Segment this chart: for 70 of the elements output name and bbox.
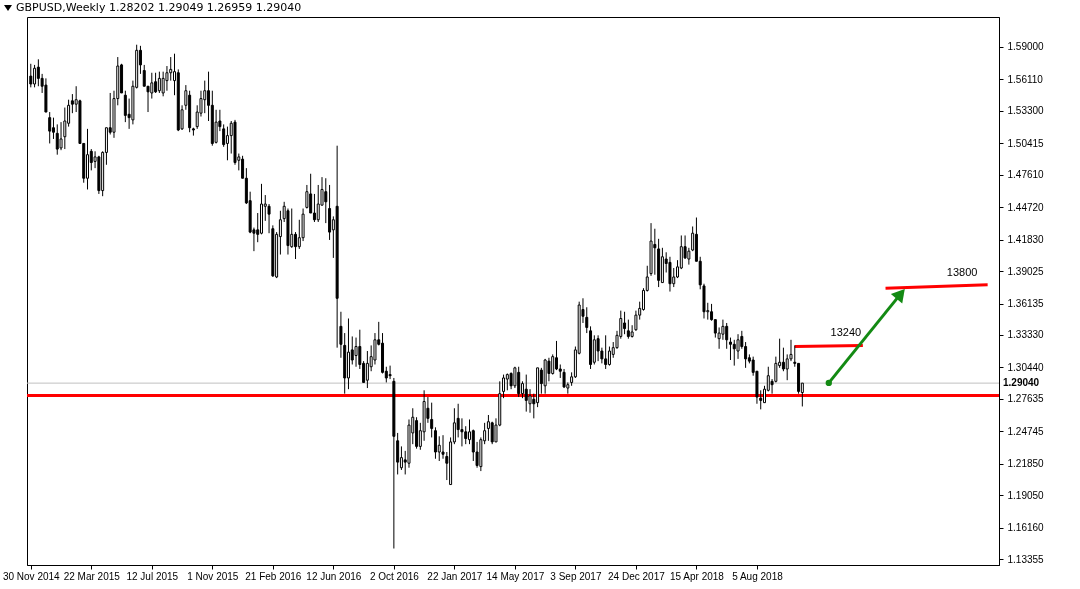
y-tick-label: 1.47610 [1007,169,1045,181]
y-tick-label: 1.33330 [1007,329,1045,341]
candlestick [51,117,55,140]
x-tick-label: 14 May 2017 [486,570,545,582]
series-label: 13800 [946,265,978,278]
candlestick [623,311,627,335]
candlestick [725,322,729,350]
x-tick-label: 30 Nov 2014 [2,570,61,582]
y-tick-label: 1.41830 [1007,234,1045,246]
y-tick-label: 1.16160 [1007,522,1045,534]
candlestick [668,256,672,293]
candlestick [365,350,369,389]
x-tick-label: 2 Oct 2016 [369,570,420,582]
y-tick-label: 1.53300 [1007,105,1045,117]
candlestick [781,347,785,372]
candlestick [388,365,392,380]
x-tick-label: 3 Sep 2017 [550,570,602,582]
candlestick [433,426,437,460]
candlestick [728,337,732,361]
y-tick-label: 1.27635 [1007,393,1045,405]
candlestick [33,64,37,88]
series-label: 13240 [830,325,862,338]
candlestick [547,357,551,382]
y-tick-label: 1.21850 [1007,458,1045,470]
candlestick [732,339,736,367]
x-tick-label: 22 Mar 2015 [63,570,121,582]
x-tick-label: 12 Jun 2016 [306,570,362,582]
y-tick-label: 1.19050 [1007,489,1045,501]
x-tick-label: 22 Jan 2017 [427,570,483,582]
y-tick-label: 1.36135 [1007,298,1045,310]
x-tick-label: 5 Aug 2018 [732,570,784,582]
candlestick [554,340,558,371]
candlestick [486,414,490,442]
candlestick [86,128,90,190]
candlestick [596,334,600,362]
candlestick [607,346,611,367]
candlestick [294,231,298,260]
x-tick-label: 12 Jul 2015 [126,570,179,582]
y-tick-label: 1.59000 [1007,41,1045,53]
candlestick [653,228,657,276]
candlestick [157,71,161,94]
candlestick [312,193,316,223]
candlestick [524,374,528,413]
candlestick [354,337,358,368]
x-tick-label: 1 Nov 2015 [187,570,239,582]
candlestick [154,72,158,94]
y-tick-label: 1.44720 [1007,201,1045,213]
y-tick-label: 1.30440 [1007,361,1045,373]
y-tick-label: 1.39025 [1007,265,1045,277]
x-tick-label: 24 Dec 2017 [608,570,666,582]
candlestick [316,184,320,223]
x-tick-label: 15 Apr 2018 [669,570,725,582]
candlestick [63,107,67,150]
candlestick [214,109,218,144]
y-tick-label: 1.50415 [1007,137,1045,149]
candlestick [626,319,630,340]
y-tick-label: 1.24745 [1007,425,1045,437]
candlestick [324,177,328,224]
candlestick [604,334,608,370]
x-tick-label: 21 Feb 2016 [245,570,302,582]
y-tick-label: 1.56110 [1007,73,1044,85]
candlestick [328,184,332,241]
candlestick [70,93,74,114]
y-tick-label: 1.13355 [1007,553,1045,565]
candlestick [225,126,229,161]
candlestick [203,80,207,114]
ref-line-label: 1.29040 [1003,377,1040,389]
chart-title: GBPUSD,Weekly 1.28202 1.29049 1.26959 1.29040 [16,1,302,14]
candlestick [55,123,59,156]
candlestick [592,334,596,365]
